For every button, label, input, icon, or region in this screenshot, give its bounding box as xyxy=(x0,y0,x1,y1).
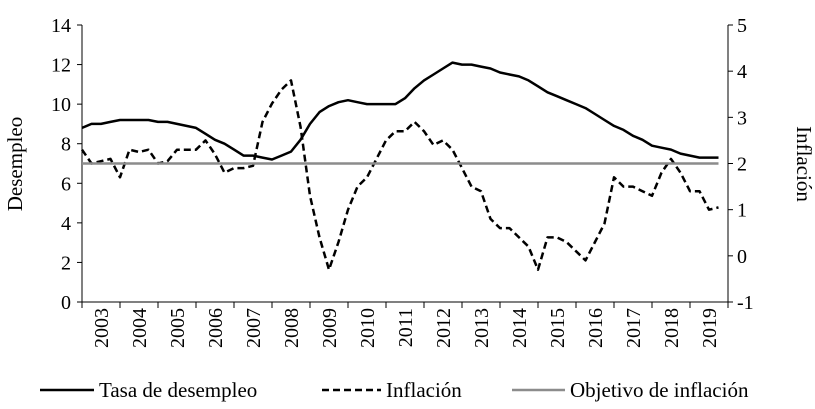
x-tick-label: 2008 xyxy=(281,308,303,348)
left-tick-label: 12 xyxy=(51,55,71,77)
series-line-tasa-de-desempleo xyxy=(81,61,719,161)
x-tick-label: 2010 xyxy=(357,308,379,348)
left-tick-label: 4 xyxy=(61,213,71,235)
x-tick-label: 2006 xyxy=(205,308,227,348)
x-tick-label: 2007 xyxy=(243,308,265,348)
left-tick-label: 8 xyxy=(61,134,71,156)
left-axis-title: Desempleo xyxy=(3,117,27,211)
right-axis-title: Inflación xyxy=(792,126,815,202)
x-tick-label: 2014 xyxy=(509,308,531,348)
left-tick-label: 2 xyxy=(61,252,71,274)
right-tick-label: 5 xyxy=(737,15,747,37)
left-axis-ticks: 0 2 4 6 8 10 12 14 xyxy=(51,15,82,314)
x-tick-label: 2017 xyxy=(623,308,645,348)
legend-label-inflacion: Inflación xyxy=(386,378,462,402)
x-axis-ticks: 2003 2004 2005 2006 2007 2008 2009 2010 2011 2012… xyxy=(81,302,729,348)
x-tick-label: 2016 xyxy=(585,308,607,348)
x-tick-label: 2013 xyxy=(471,308,493,348)
x-tick-label: 2003 xyxy=(91,308,113,348)
left-tick-label: 10 xyxy=(51,94,71,116)
legend: Tasa de desempleo Inflación Objetivo de … xyxy=(40,378,749,402)
right-tick-label: 2 xyxy=(737,154,747,176)
x-tick-label: 2018 xyxy=(661,308,683,348)
right-tick-label: 1 xyxy=(737,200,747,222)
x-tick-label: 2005 xyxy=(167,308,189,348)
legend-label-tasa-de-desempleo: Tasa de desempleo xyxy=(99,378,257,402)
series-layer xyxy=(80,61,719,271)
x-tick-label: 2015 xyxy=(547,308,569,348)
left-tick-label: 14 xyxy=(51,15,71,37)
right-tick-label: 0 xyxy=(737,246,747,268)
x-tick-label: 2012 xyxy=(433,308,455,348)
left-tick-label: 0 xyxy=(61,292,71,314)
right-tick-label: 4 xyxy=(737,61,747,83)
right-axis-ticks: -1 0 1 2 3 4 5 xyxy=(728,15,754,314)
x-tick-label: 2011 xyxy=(395,308,417,347)
legend-label-objetivo-de-inflacion: Objetivo de inflación xyxy=(570,378,749,402)
series-line-inflacion xyxy=(80,79,719,271)
right-tick-label: 3 xyxy=(737,107,747,129)
x-tick-label: 2009 xyxy=(319,308,341,348)
x-tick-label: 2004 xyxy=(129,308,151,348)
right-tick-label: -1 xyxy=(737,292,754,314)
x-tick-label: 2019 xyxy=(699,308,721,348)
left-tick-label: 6 xyxy=(61,173,71,195)
